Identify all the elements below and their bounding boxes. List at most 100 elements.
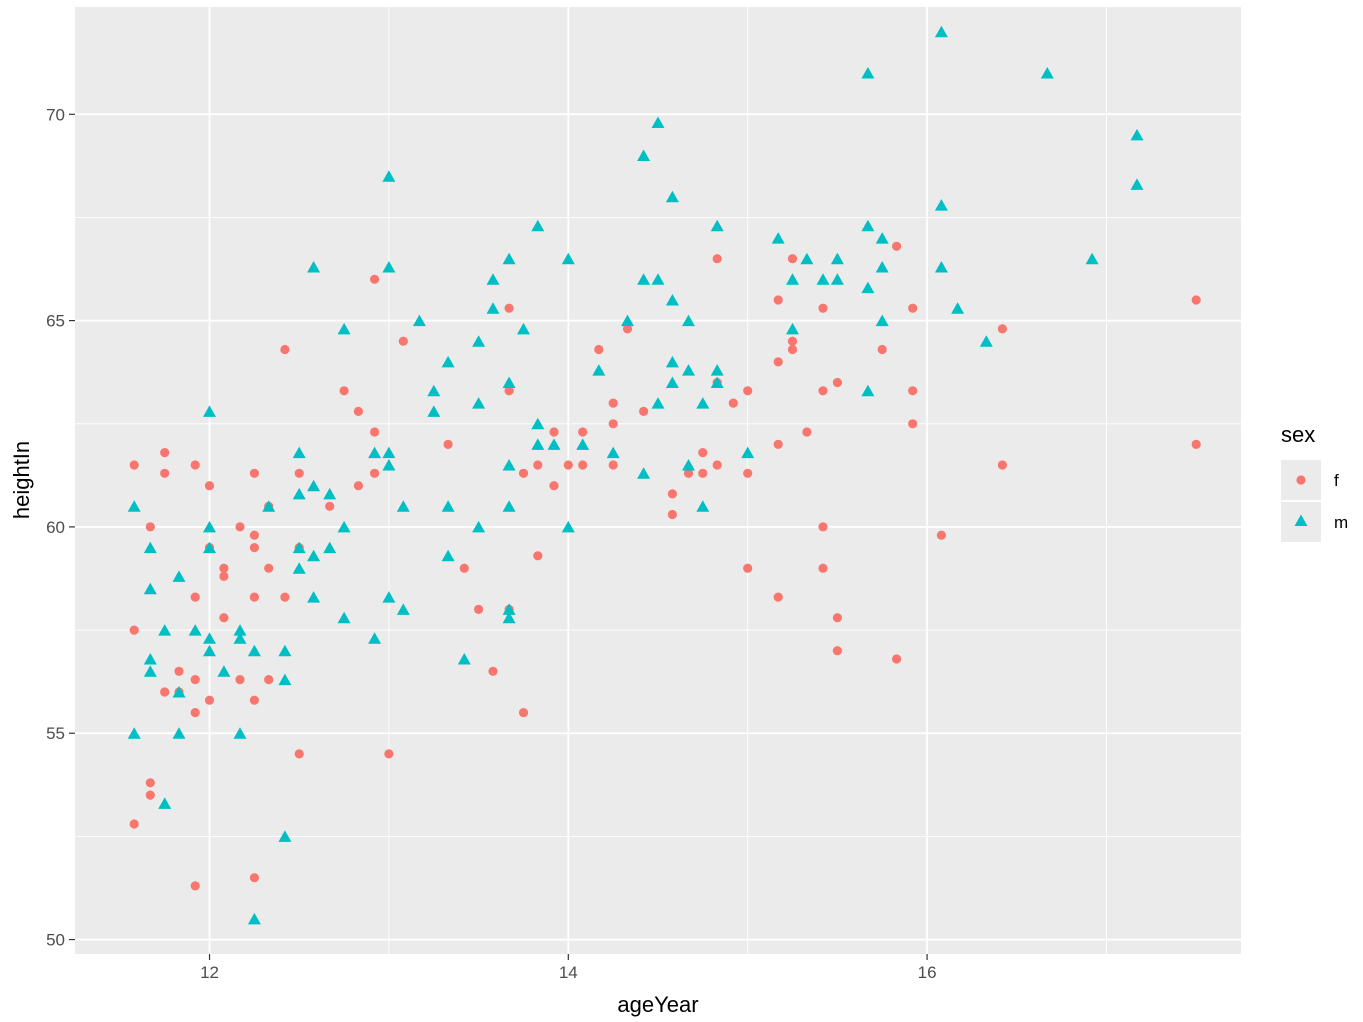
point-m	[262, 500, 276, 512]
point-m	[203, 541, 216, 554]
point-f	[249, 592, 259, 602]
point-m	[233, 624, 247, 636]
minor-gridlines	[75, 7, 1241, 954]
point-m	[172, 727, 186, 739]
y-tick-label: 65	[46, 312, 65, 331]
point-m	[292, 487, 306, 500]
point-m	[337, 322, 351, 335]
y-tick-label: 55	[46, 724, 65, 743]
point-m	[486, 302, 500, 314]
point-f	[683, 468, 694, 478]
point-m	[278, 830, 292, 842]
point-f	[533, 551, 543, 561]
x-tick-label: 12	[200, 963, 219, 982]
point-f	[190, 881, 200, 891]
point-m	[203, 405, 216, 417]
point-m	[861, 219, 875, 232]
point-f	[773, 439, 783, 449]
point-m	[951, 302, 965, 314]
point-m	[337, 611, 351, 624]
point-f	[488, 666, 498, 676]
point-f	[353, 481, 363, 491]
point-f	[249, 543, 259, 553]
point-m	[441, 500, 455, 512]
point-m	[875, 261, 889, 273]
point-m	[934, 25, 948, 38]
point-m	[323, 541, 337, 554]
point-f	[504, 303, 514, 313]
point-m	[247, 644, 261, 657]
point-f	[370, 468, 380, 478]
point-m	[651, 273, 665, 285]
point-m	[472, 397, 486, 409]
point-f	[280, 344, 290, 355]
point-m	[278, 673, 292, 686]
point-m	[127, 500, 141, 512]
point-f	[190, 592, 200, 602]
point-m	[502, 459, 516, 471]
point-m	[368, 446, 382, 459]
point-f	[294, 749, 304, 759]
point-f	[549, 427, 559, 437]
point-m	[830, 252, 844, 265]
y-axis: 50 55 60 65 70	[46, 105, 75, 950]
point-f	[129, 819, 139, 829]
point-m	[396, 500, 410, 512]
point-f	[249, 695, 259, 705]
point-m	[292, 541, 306, 554]
point-f	[712, 460, 722, 470]
point-f	[622, 324, 633, 334]
point-f	[578, 460, 588, 470]
point-f	[129, 460, 139, 470]
point-m	[292, 446, 306, 459]
point-f	[264, 563, 274, 573]
point-f	[190, 460, 200, 470]
point-m	[1040, 67, 1054, 79]
point-f	[818, 563, 828, 573]
point-m	[861, 384, 875, 397]
point-f	[339, 386, 349, 396]
point-f	[892, 654, 902, 664]
point-m	[457, 653, 471, 665]
point-f	[667, 509, 678, 520]
point-f	[160, 448, 170, 458]
point-m	[307, 261, 321, 273]
point-m	[188, 624, 202, 636]
point-m	[1130, 178, 1144, 190]
point-m	[861, 281, 875, 294]
point-m	[427, 405, 441, 417]
point-m	[800, 252, 814, 265]
y-tick-label: 70	[46, 105, 65, 124]
point-f	[698, 468, 708, 478]
point-m	[710, 219, 724, 232]
data-points	[127, 25, 1201, 925]
point-m	[561, 252, 575, 265]
point-m	[665, 190, 679, 203]
point-f	[712, 254, 722, 264]
point-f	[533, 460, 543, 470]
point-f	[936, 530, 947, 540]
point-f	[578, 427, 588, 437]
point-f	[219, 613, 229, 623]
x-axis: 12 14 16	[200, 954, 937, 982]
point-f	[459, 563, 469, 573]
point-m	[502, 500, 516, 512]
legend-label-m: m	[1334, 513, 1348, 532]
point-m	[979, 335, 993, 347]
x-axis-title: ageYear	[617, 992, 698, 1017]
point-f	[160, 687, 170, 697]
point-m	[531, 438, 545, 450]
point-f	[802, 427, 812, 437]
point-f	[294, 468, 304, 478]
point-m	[278, 644, 292, 657]
point-m	[143, 653, 157, 665]
point-m	[816, 273, 830, 285]
point-m	[217, 665, 231, 677]
point-m	[382, 170, 396, 182]
point-f	[370, 427, 380, 437]
point-m	[651, 116, 665, 128]
point-m	[502, 611, 516, 624]
point-f	[608, 419, 618, 429]
point-m	[486, 273, 500, 285]
